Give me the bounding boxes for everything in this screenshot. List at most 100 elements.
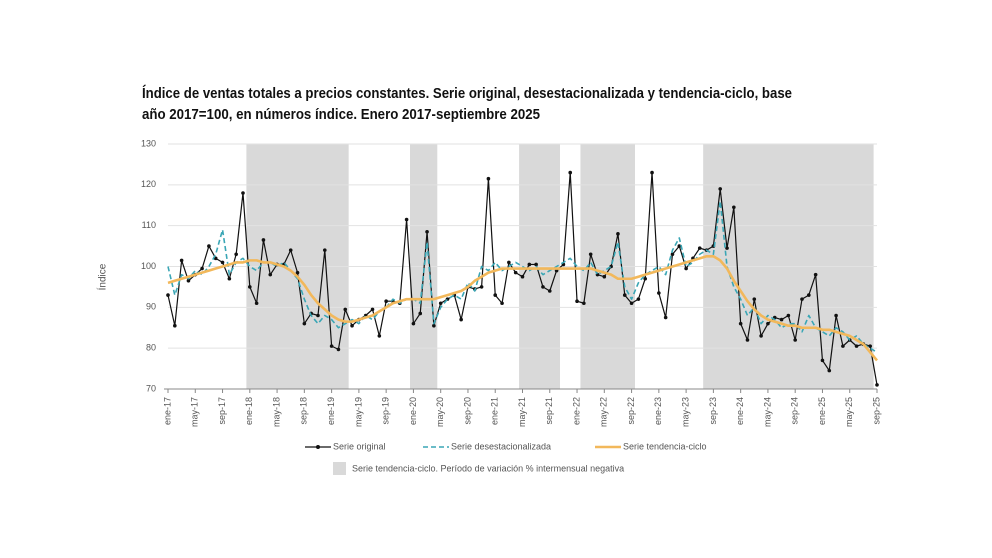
data-point (173, 323, 177, 328)
x-tick-label: sep-19 (381, 397, 391, 425)
data-point (854, 344, 859, 348)
data-point (179, 258, 184, 263)
legend-label: Serie tendencia-ciclo. Período de variac… (352, 463, 624, 473)
data-point (834, 313, 838, 318)
data-point (459, 317, 463, 322)
data-point (507, 260, 511, 265)
data-point (288, 248, 293, 252)
data-point (500, 301, 504, 306)
legend-swatch (333, 462, 346, 475)
data-point (759, 334, 763, 338)
x-tick-label: may-19 (353, 397, 363, 427)
data-point (322, 248, 327, 252)
data-point (207, 244, 211, 248)
data-point (582, 301, 586, 306)
data-point (432, 323, 436, 328)
data-point (650, 170, 654, 175)
data-point (657, 291, 661, 295)
data-point (268, 272, 273, 277)
data-point (479, 285, 484, 289)
data-point (636, 297, 641, 301)
x-tick-label: sep-17 (217, 397, 227, 425)
data-point (534, 262, 538, 267)
x-tick-label: ene-24 (735, 397, 745, 425)
data-point (738, 321, 743, 326)
y-tick-label: 100 (141, 261, 156, 271)
x-tick-label: may-17 (190, 397, 200, 427)
data-point (234, 252, 238, 257)
data-point (261, 238, 266, 242)
data-point (820, 358, 825, 363)
data-point (766, 321, 770, 326)
data-point (541, 285, 545, 289)
y-axis-label: Índice (96, 263, 109, 290)
data-point (520, 274, 525, 279)
data-point (404, 217, 409, 222)
data-point (186, 278, 191, 283)
x-tick-label: ene-23 (653, 397, 663, 425)
data-point (677, 244, 682, 248)
data-point (248, 285, 252, 289)
data-point (718, 187, 723, 191)
y-tick-label: 80 (146, 343, 156, 353)
data-point (622, 293, 627, 297)
legend-label: Serie desestacionalizada (451, 441, 551, 451)
x-tick-label: ene-20 (408, 397, 418, 425)
x-tick-label: sep-22 (626, 397, 636, 425)
data-point (670, 252, 675, 257)
data-point (316, 313, 320, 318)
x-tick-label: ene-21 (490, 397, 500, 425)
x-tick-label: sep-25 (871, 397, 881, 425)
data-point (875, 383, 879, 387)
legend-label: Serie original (333, 441, 386, 451)
data-point (643, 276, 648, 281)
data-point (752, 297, 757, 301)
x-tick-label: may-18 (271, 397, 281, 427)
data-point (486, 176, 491, 181)
data-point (602, 274, 607, 279)
data-point (343, 307, 348, 312)
data-point (227, 276, 232, 281)
data-point (241, 191, 245, 195)
data-point (868, 344, 872, 348)
data-point (568, 170, 573, 175)
data-point (254, 301, 259, 306)
data-point (438, 301, 443, 306)
chart-title: año 2017=100, en números índice. Enero 2… (142, 107, 540, 123)
x-tick-label: may-23 (680, 397, 690, 427)
data-point (166, 293, 170, 297)
data-point (793, 338, 797, 342)
x-tick-label: may-25 (844, 397, 854, 427)
data-point (663, 315, 668, 320)
chart-title: Índice de ventas totales a precios const… (142, 85, 792, 102)
x-tick-label: may-22 (599, 397, 609, 427)
data-point (493, 293, 498, 297)
data-point (370, 307, 375, 312)
x-tick-label: sep-24 (790, 397, 800, 425)
data-point (807, 293, 811, 297)
legend-label: Serie tendencia-ciclo (623, 441, 707, 451)
data-point (418, 311, 423, 316)
y-tick-label: 130 (141, 138, 156, 148)
data-point (527, 262, 532, 267)
x-tick-label: sep-21 (544, 397, 554, 425)
data-point (302, 321, 307, 326)
series-line (167, 200, 878, 353)
data-point (725, 246, 729, 250)
data-point (220, 260, 225, 265)
x-tick-label: ene-18 (244, 397, 254, 425)
data-point (384, 299, 388, 304)
x-tick-label: may-21 (517, 397, 527, 427)
y-tick-label: 120 (141, 179, 156, 189)
data-point (800, 297, 804, 301)
data-point (732, 205, 736, 210)
data-point (786, 313, 791, 318)
data-point (616, 232, 620, 236)
x-tick-label: may-24 (762, 397, 772, 427)
data-point (547, 289, 552, 293)
x-tick-label: sep-23 (708, 397, 718, 425)
data-point (588, 252, 593, 257)
data-point (745, 338, 750, 342)
y-tick-label: 110 (142, 220, 156, 230)
x-tick-label: ene-25 (817, 397, 827, 425)
